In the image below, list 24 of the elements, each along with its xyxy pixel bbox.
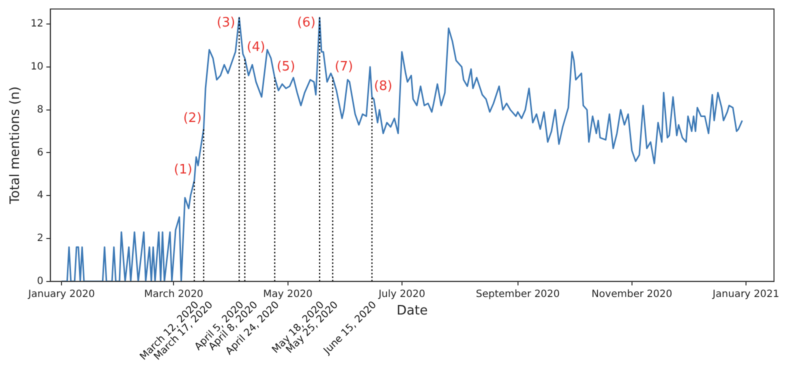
annotation: (3) xyxy=(216,15,236,30)
annotation: (8) xyxy=(374,78,392,94)
y-tick-label: 8 xyxy=(36,104,44,116)
y-tick-label: 0 xyxy=(36,276,44,287)
x-tick-label: September 2020 xyxy=(476,288,560,300)
annotation: (4) xyxy=(246,40,266,56)
x-tick-label: March 2020 xyxy=(144,288,204,300)
y-axis-title: Total mentions (n) xyxy=(8,86,24,205)
annotation: (1) xyxy=(174,162,192,178)
x-tick-label: May 2020 xyxy=(263,288,312,300)
y-tick-label: 12 xyxy=(30,18,44,30)
x-axis-title: Date xyxy=(396,304,428,319)
x-tick-label: July 2020 xyxy=(378,288,426,300)
x-tick-label: January 2020 xyxy=(27,288,95,300)
annotation: (6) xyxy=(297,15,316,30)
x-tick-label: January 2021 xyxy=(712,288,780,300)
annotation: (7) xyxy=(334,60,354,75)
annotation: (2) xyxy=(183,110,202,126)
annotation: (5) xyxy=(276,60,296,75)
y-tick-label: 4 xyxy=(36,190,44,202)
y-tick-label: 10 xyxy=(30,62,44,73)
y-tick-label: 2 xyxy=(36,233,44,244)
y-tick-label: 6 xyxy=(36,147,44,158)
x-tick-label: November 2020 xyxy=(592,288,672,300)
